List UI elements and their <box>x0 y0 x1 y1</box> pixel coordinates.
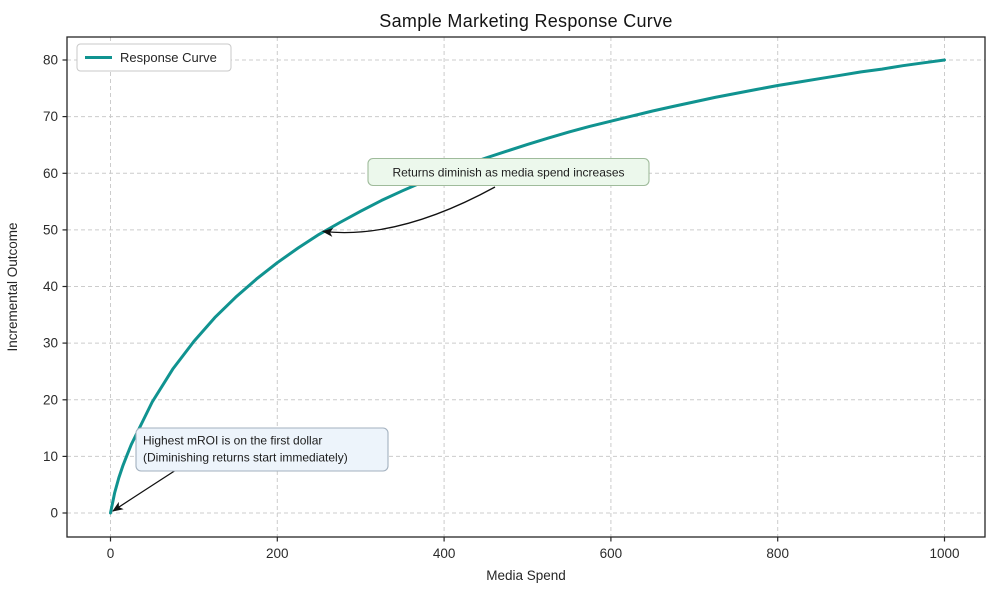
annotation-returns-diminish: Returns diminish as media spend increase… <box>321 157 650 237</box>
x-axis-tick-labels: 0 200 400 600 800 1000 <box>107 546 960 561</box>
annotation-arrow <box>112 469 177 512</box>
annotation-text: Returns diminish as media spend increase… <box>392 166 624 180</box>
legend: Response Curve <box>76 43 232 72</box>
annotation-highest-mroi: Highest mROI is on the first dollar (Dim… <box>112 427 389 512</box>
chart-title: Sample Marketing Response Curve <box>379 11 672 31</box>
x-axis-label: Media Spend <box>486 568 566 583</box>
legend-label: Response Curve <box>120 50 217 65</box>
y-tick-label: 0 <box>50 506 58 521</box>
y-tick-label: 80 <box>43 53 58 68</box>
y-tick-label: 10 <box>43 449 58 464</box>
y-axis-label: Incremental Outcome <box>5 222 20 351</box>
annotation-arrow <box>321 186 496 237</box>
annotation-text-line: Highest mROI is on the first dollar <box>143 434 322 448</box>
y-tick-label: 60 <box>43 166 58 181</box>
y-tick-label: 30 <box>43 336 58 351</box>
y-tick-label: 40 <box>43 279 58 294</box>
annotation-box <box>135 427 389 472</box>
x-tick-label: 400 <box>433 546 456 561</box>
annotation-text: Highest mROI is on the first dollar (Dim… <box>143 434 348 465</box>
x-tick-label: 0 <box>107 546 115 561</box>
y-tick-label: 20 <box>43 392 58 407</box>
axis-tick-marks <box>62 59 946 542</box>
y-tick-label: 70 <box>43 109 58 124</box>
y-tick-label: 50 <box>43 222 58 237</box>
annotation-text-line: (Diminishing returns start immediately) <box>143 451 348 465</box>
x-tick-label: 600 <box>600 546 623 561</box>
x-tick-label: 800 <box>766 546 789 561</box>
x-tick-label: 1000 <box>929 546 959 561</box>
x-tick-label: 200 <box>266 546 289 561</box>
annotation-box <box>367 157 650 187</box>
y-axis-tick-labels: 0 10 20 30 40 50 60 70 80 <box>43 53 58 521</box>
legend-box <box>76 43 232 72</box>
